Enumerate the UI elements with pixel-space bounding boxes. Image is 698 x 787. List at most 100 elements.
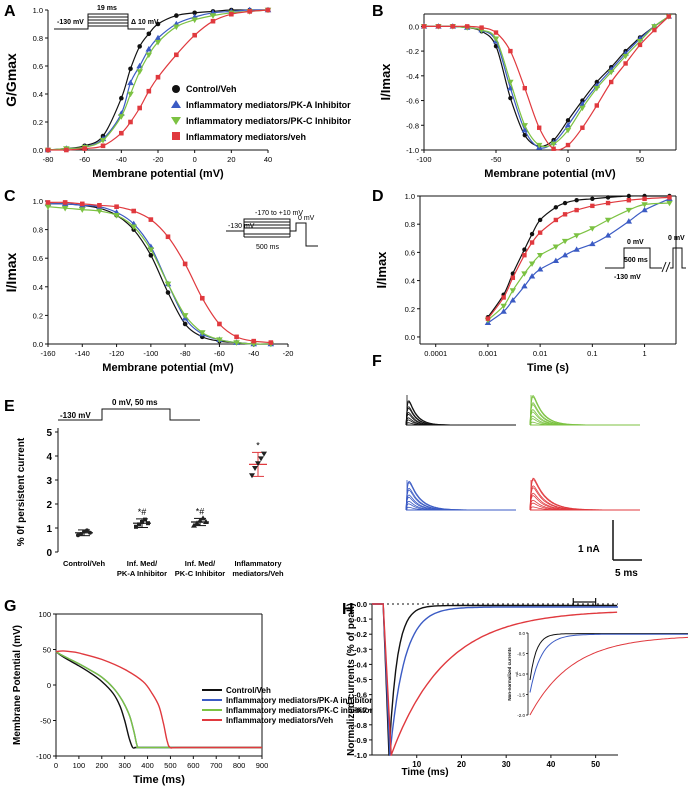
panel-c-x-tick-label: -160	[40, 349, 55, 358]
panel-f-current-trace	[529, 477, 640, 511]
panel-e-data-point	[249, 473, 255, 479]
panel-a-legend: Control/Veh Inflammatory mediators/PK-A …	[171, 84, 352, 142]
panel-c-data-point	[217, 321, 222, 327]
panel-e-y-tick-label: 2	[46, 500, 52, 511]
panel-a-data-point	[146, 31, 152, 37]
panel-g-x-tick-label: 100	[73, 761, 86, 770]
panel-e-protocol-step: 0 mV, 50 ms	[112, 398, 158, 407]
panel-f-current-trace	[405, 480, 516, 511]
panel-e-category-label: Control/Veh	[63, 559, 106, 568]
panel-a-x-tick-label: -60	[79, 155, 90, 164]
panel-a-data-point	[119, 95, 124, 101]
panel-e-category-label: PK-C Inhibitor	[175, 569, 225, 578]
panel-d-x-tick-label: 0.001	[479, 349, 498, 358]
panel-c-x-tick-label: -100	[143, 349, 158, 358]
panel-d-data-point	[528, 261, 536, 267]
panel-a-data-point	[137, 44, 142, 49]
panel-h-inset-y-tick-label: -0.5	[517, 652, 525, 657]
panel-f-traces	[405, 394, 640, 511]
panel-a-data-point	[191, 17, 198, 24]
panel-d-x-axis-label: Time (s)	[527, 362, 569, 374]
panel-letter-d: D	[372, 188, 384, 205]
panel-f-current-trace	[405, 494, 516, 511]
panel-e-category-label: Inf. Med/	[185, 559, 216, 568]
panel-letter-e: E	[4, 398, 15, 415]
panel-d-data-point	[589, 226, 596, 232]
panel-h-window-bracket	[572, 598, 597, 606]
panel-a-data-point	[128, 119, 133, 125]
panel-e-data-point	[252, 466, 258, 471]
panel-d-x-tick-label: 0.1	[587, 349, 597, 358]
panel-c-data-point	[165, 234, 171, 240]
panel-a-data-point	[155, 21, 161, 27]
panel-b-data-point	[623, 61, 628, 66]
panel-f-current-trace	[405, 407, 516, 426]
panel-d-data-point	[574, 198, 579, 203]
panel-d-data-point	[626, 193, 632, 199]
panel-a-data-point	[145, 52, 153, 59]
panel-e-significance: *#	[138, 507, 147, 517]
panel-c-data-point	[182, 321, 188, 327]
panel-b-data-point	[608, 69, 615, 76]
panel-c-data-point	[251, 338, 257, 344]
panel-c-data-point	[234, 334, 239, 340]
panel-d-data-point	[641, 202, 648, 208]
panel-d-data-point	[485, 316, 491, 321]
panel-d-data-point	[528, 273, 536, 279]
panel-c-data-point	[78, 207, 86, 213]
panel-d-data-point	[521, 271, 528, 277]
panel-b-data-point	[564, 128, 572, 134]
panel-h-inset-y-label: Non-normalized currents	[507, 647, 512, 701]
panel-d-data-point	[553, 205, 559, 210]
panel-g-legend-pkc: Inflammatory mediators/PK-C inhibitor	[226, 706, 373, 715]
panel-b-x-tick-label: -50	[491, 155, 502, 164]
panel-h-x-tick-label: 10	[412, 760, 421, 769]
panel-letter-g: G	[4, 598, 16, 615]
panel-d-data-point	[537, 217, 543, 223]
panel-d-data-point	[536, 266, 544, 272]
panel-a-data-point	[119, 130, 124, 136]
panel-e-data-point	[261, 451, 267, 457]
panel-e-data-point	[88, 530, 92, 535]
panel-c-data-point	[114, 204, 119, 210]
panel-e-data-point	[203, 519, 209, 524]
panel-b-data-point	[636, 39, 644, 45]
panel-d-data-point	[562, 212, 568, 217]
panel-c-protocol: -130 mV -170 to +10 mV 0 mV 500 ms	[226, 210, 318, 251]
panel-b-data-point	[564, 122, 572, 128]
panel-a-data-point	[229, 11, 234, 17]
panel-g-y-axis-label: Membrane Potential (mV)	[12, 625, 23, 745]
panel-c-data-point	[61, 205, 69, 212]
panel-e-y-tick-label: 1	[46, 524, 52, 535]
panel-a-data-point	[192, 32, 197, 38]
panel-c-data-point	[199, 295, 205, 301]
panel-h-x-axis-label: Time (ms)	[401, 767, 448, 778]
panel-d-data-point	[529, 240, 535, 245]
panel-b-data-point	[450, 24, 455, 29]
panel-d-chart: 0.0001 0.001 0.01 0.1 1 0.0 0.2 0.4 0.6 0.8 1.0 Tim…	[374, 192, 677, 374]
panel-e-data-point	[200, 515, 206, 521]
panel-letter-a: A	[4, 3, 16, 20]
panel-c-data-point	[148, 253, 154, 258]
panel-d-data-point	[521, 283, 528, 289]
panel-c-x-tick-label: -140	[75, 349, 90, 358]
panel-a-data-point	[247, 9, 252, 14]
panel-g-legend-control: Control/Veh	[226, 686, 271, 695]
panel-e-data-point	[85, 528, 89, 533]
panel-letter-h: H	[342, 601, 354, 618]
panel-g-legend: Control/Veh Inflammatory mediators/PK-A …	[202, 686, 373, 725]
panel-d-data-point	[573, 246, 580, 252]
panel-f-current-trace	[405, 400, 516, 426]
panel-c-y-tick-label: 0.2	[33, 311, 43, 320]
panel-a-protocol-hold: -130 mV	[57, 19, 84, 26]
panel-b-fit-curve	[423, 16, 670, 151]
panel-a-y-tick-label: 0.0	[33, 146, 43, 155]
panel-c-chart: -160 -140 -120 -100 -80 -60 -40 -20 0.0 0.2 0.4 0.6…	[3, 197, 293, 374]
panel-g-x-tick-label: 900	[256, 761, 269, 770]
panel-e-y-axis-label: % 0f persistent current	[16, 437, 27, 546]
panel-d-x-tick-label: 1	[642, 349, 646, 358]
panel-g-y-tick-label: -50	[40, 717, 51, 726]
panel-f-scalebar: 1 nA 5 ms	[578, 520, 642, 579]
panel-e-category-label: mediators/Veh	[232, 569, 284, 578]
legend-label-pka: Inflammatory mediators/PK-A Inhibitor	[186, 100, 351, 110]
